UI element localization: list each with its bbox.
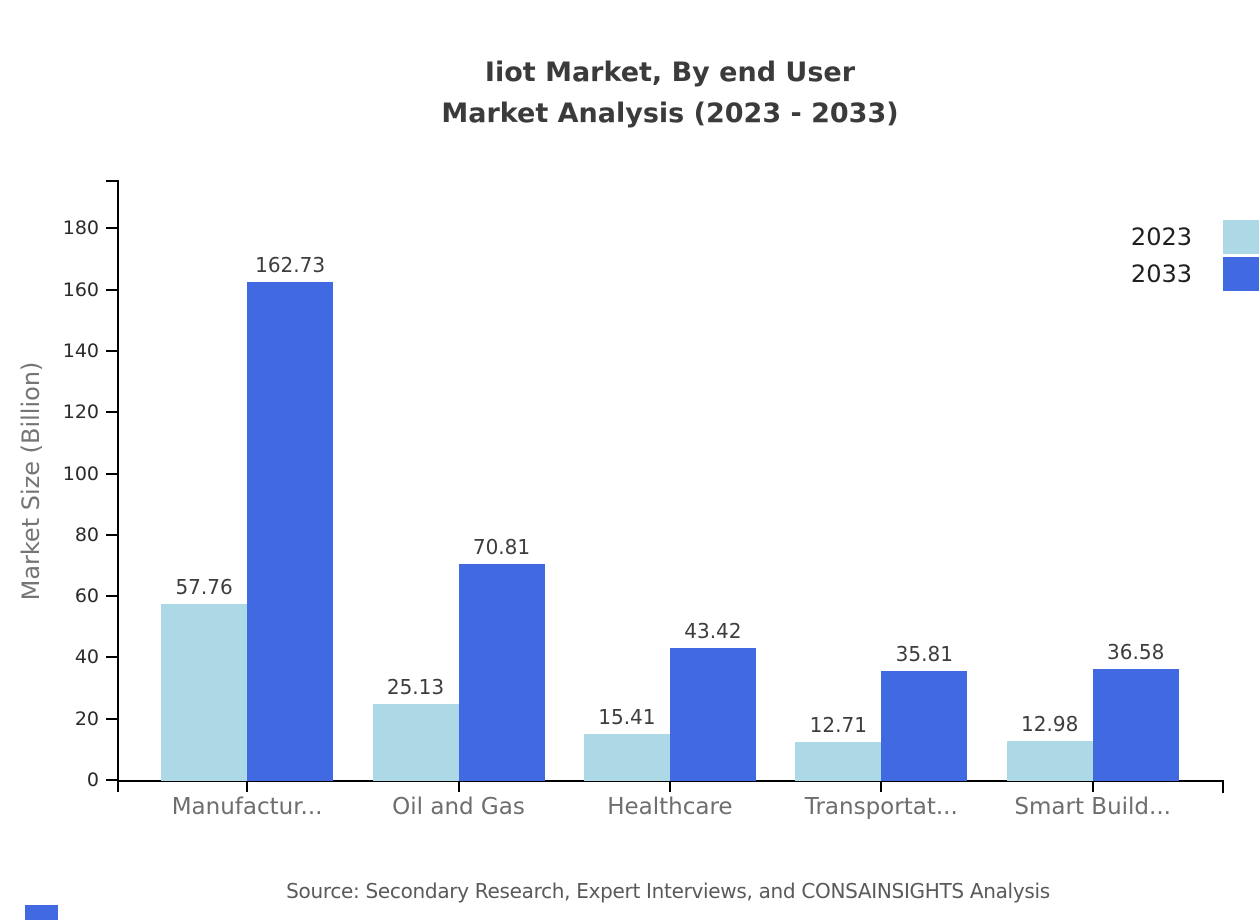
- chart-title: Iiot Market, By end User Market Analysis…: [80, 52, 1260, 134]
- bar-2023-3: [583, 733, 670, 781]
- x-category-label: Manufactur...: [171, 794, 323, 820]
- bar-value-label: 57.76: [175, 574, 233, 599]
- legend-item-2023: 2023: [1131, 220, 1259, 254]
- x-tick: [457, 782, 460, 792]
- bar-2033-5: [1092, 668, 1179, 781]
- chart-title-line-2: Market Analysis (2023 - 2033): [441, 98, 899, 129]
- x-category-label: Oil and Gas: [392, 794, 525, 820]
- bar-value-label: 12.98: [1021, 712, 1079, 737]
- bar-value-label: 70.81: [472, 534, 531, 559]
- bar-2023-5: [1006, 741, 1093, 781]
- bar-value-label: 36.58: [1107, 639, 1165, 664]
- y-tick: [106, 411, 118, 414]
- y-tick-label: 180: [62, 217, 99, 240]
- x-category-label: Smart Build...: [1014, 794, 1171, 820]
- bar-2023-1: [161, 603, 248, 781]
- legend-label: 2033: [1130, 260, 1192, 288]
- y-tick: [106, 227, 118, 230]
- y-tick-label: 140: [62, 339, 99, 362]
- brand-watermark-square: [25, 905, 58, 920]
- y-tick-label: 160: [62, 278, 99, 301]
- y-tick: [106, 656, 118, 659]
- y-tick: [106, 533, 118, 536]
- y-tick: [106, 288, 118, 291]
- bar-value-label: 162.73: [255, 253, 326, 278]
- legend-label: 2023: [1130, 223, 1192, 251]
- y-tick-label: 80: [74, 523, 99, 546]
- bar-value-label: 12.71: [809, 713, 867, 738]
- legend-swatch: [1223, 257, 1259, 291]
- x-category-label: Healthcare: [607, 794, 733, 820]
- y-tick: [106, 717, 118, 720]
- bar-2023-4: [795, 742, 882, 781]
- y-tick-label: 0: [86, 769, 99, 791]
- y-tick-label: 100: [62, 462, 99, 485]
- bar-2033-2: [458, 563, 545, 781]
- bar-value-label: 43.42: [684, 618, 742, 643]
- source-attribution: Source: Secondary Research, Expert Inter…: [286, 879, 1050, 903]
- y-axis-top-cap: [106, 180, 118, 182]
- legend: 2023 2033: [1131, 220, 1259, 291]
- y-tick-label: 20: [74, 707, 99, 730]
- bar-2033-4: [881, 671, 968, 781]
- chart-title-line-1: Iiot Market, By end User: [484, 57, 856, 88]
- y-tick: [106, 349, 118, 352]
- bar-value-label: 25.13: [386, 674, 445, 699]
- y-tick-label: 60: [74, 585, 99, 608]
- x-tick: [880, 782, 883, 792]
- y-tick: [106, 595, 118, 598]
- y-tick-label: 40: [74, 646, 99, 669]
- x-axis-right-cap: [1222, 780, 1224, 793]
- legend-item-2033: 2033: [1131, 257, 1259, 291]
- x-category-label: Transportat...: [804, 794, 958, 820]
- y-tick: [106, 472, 118, 475]
- bar-value-label: 15.41: [598, 704, 656, 729]
- y-tick: [106, 779, 118, 781]
- y-axis-spine: [117, 180, 119, 792]
- x-tick: [246, 782, 249, 792]
- x-tick: [1091, 782, 1094, 792]
- x-axis-spine: [117, 780, 1224, 782]
- y-tick-label: 120: [62, 401, 99, 424]
- bar-2023-2: [372, 703, 459, 781]
- bar-value-label: 35.81: [895, 642, 953, 667]
- bar-2033-1: [247, 282, 334, 781]
- legend-swatch: [1223, 220, 1259, 254]
- bar-2033-3: [669, 647, 756, 781]
- x-tick: [668, 782, 671, 792]
